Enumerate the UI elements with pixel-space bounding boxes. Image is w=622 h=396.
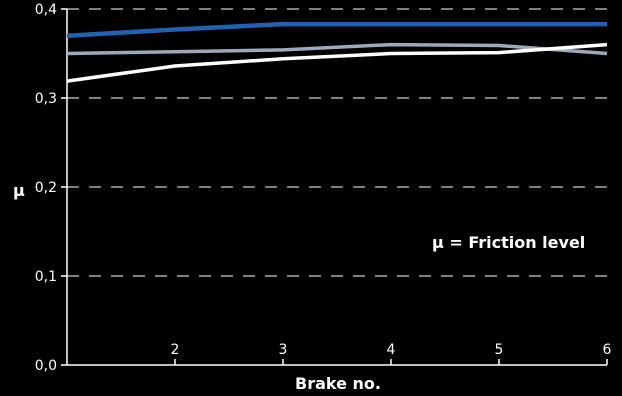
series-lines — [66, 21, 608, 83]
series-line-1 — [66, 21, 607, 38]
y-tick-label: 0,1 — [35, 269, 57, 285]
friction-level-annotation: μ = Friction level — [432, 233, 585, 252]
x-tick-label: 5 — [495, 342, 504, 358]
y-tick-label: 0,4 — [35, 2, 57, 18]
x-tick-label: 2 — [171, 342, 180, 358]
y-tick-label: 0,3 — [35, 91, 57, 107]
y-tick-labels: 0,0 0,1 0,2 0,3 0,4 — [35, 2, 67, 374]
x-tick-label: 6 — [603, 342, 612, 358]
x-tick-label: 3 — [279, 342, 288, 358]
x-tick-labels: 2 3 4 5 6 — [171, 342, 612, 365]
x-tick-label: 4 — [387, 342, 396, 358]
y-tick-label: 0,0 — [35, 358, 57, 374]
grid-lines — [67, 8, 607, 277]
series-line-3 — [66, 42, 608, 83]
x-axis-title: Brake no. — [295, 374, 381, 393]
series-line-2 — [66, 42, 608, 56]
y-axis-title: μ — [13, 181, 25, 200]
y-tick-label: 0,2 — [35, 180, 57, 196]
